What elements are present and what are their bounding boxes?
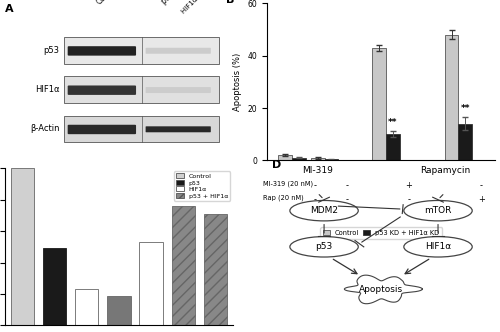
Text: Rap (20 nM): Rap (20 nM)	[262, 195, 304, 202]
Ellipse shape	[404, 237, 472, 257]
Ellipse shape	[290, 237, 358, 257]
Text: +: +	[478, 195, 484, 204]
FancyBboxPatch shape	[146, 87, 211, 93]
Bar	[444, 35, 458, 160]
Bar	[108, 295, 130, 325]
Bar	[43, 248, 66, 325]
Text: p53: p53	[44, 46, 60, 55]
Ellipse shape	[290, 201, 358, 221]
Text: **: **	[460, 104, 470, 113]
Text: **: **	[388, 118, 398, 127]
Bar	[278, 155, 292, 160]
Text: -: -	[314, 181, 316, 190]
Text: β-Actin: β-Actin	[30, 124, 60, 133]
Bar	[76, 289, 98, 325]
Text: p53: p53	[316, 242, 332, 251]
Ellipse shape	[404, 201, 472, 221]
Bar	[64, 116, 219, 142]
Text: MI-319 (20 nM): MI-319 (20 nM)	[262, 181, 312, 187]
Text: Control: Control	[94, 0, 120, 6]
FancyBboxPatch shape	[146, 126, 211, 132]
Text: -: -	[408, 195, 410, 204]
Text: HIF1α: HIF1α	[425, 242, 451, 251]
Text: +: +	[406, 181, 412, 190]
Bar	[140, 242, 162, 325]
FancyBboxPatch shape	[68, 85, 136, 95]
Text: -: -	[480, 181, 483, 190]
Bar	[64, 37, 219, 64]
Bar	[458, 124, 472, 160]
Text: mTOR: mTOR	[424, 206, 452, 215]
Text: A: A	[5, 4, 14, 14]
FancyBboxPatch shape	[146, 48, 211, 54]
Bar	[372, 48, 386, 160]
Text: Rapamycin: Rapamycin	[420, 166, 470, 175]
Bar	[311, 158, 324, 160]
Bar	[324, 159, 338, 160]
Bar	[386, 134, 400, 160]
FancyBboxPatch shape	[68, 46, 136, 56]
Text: -: -	[314, 195, 316, 204]
Text: B: B	[226, 0, 234, 5]
Bar	[172, 206, 194, 325]
Text: Apoptosis: Apoptosis	[359, 285, 403, 294]
Text: HIF1α: HIF1α	[35, 85, 59, 94]
Y-axis label: Apoptosis (%): Apoptosis (%)	[233, 53, 242, 111]
Bar	[11, 168, 34, 325]
Text: D: D	[272, 160, 281, 170]
Text: -: -	[346, 195, 349, 204]
Text: MDM2: MDM2	[310, 206, 338, 215]
Bar	[292, 158, 306, 160]
Text: -: -	[346, 181, 349, 190]
FancyBboxPatch shape	[68, 125, 136, 134]
Polygon shape	[344, 275, 422, 304]
Legend: Control, p53 KD + HIF1α KD: Control, p53 KD + HIF1α KD	[320, 227, 442, 239]
Bar	[204, 214, 227, 325]
Bar	[64, 76, 219, 103]
Legend: Control, p53, HIF1α, p53 + HIF1α: Control, p53, HIF1α, p53 + HIF1α	[174, 171, 230, 201]
Text: MI-319: MI-319	[302, 166, 332, 175]
Text: p53 KD +: p53 KD +	[160, 0, 192, 6]
Text: HIF1α KD: HIF1α KD	[180, 0, 208, 14]
